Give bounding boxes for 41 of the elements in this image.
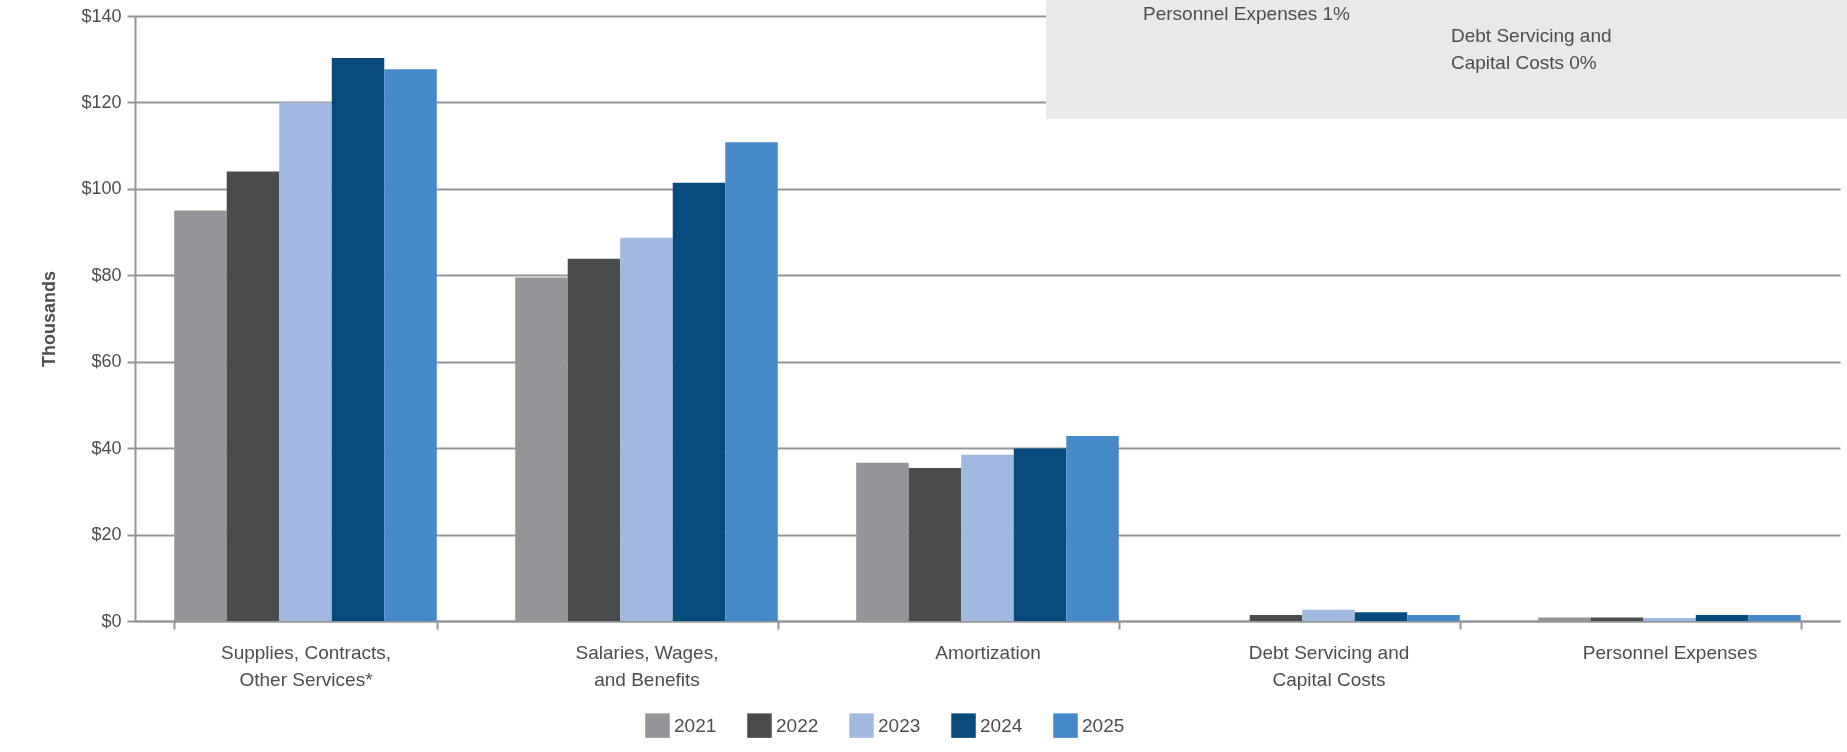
y-tick-label: $100 xyxy=(81,178,122,199)
bar xyxy=(961,454,1014,621)
bar xyxy=(1695,614,1749,621)
legend-label: 2023 xyxy=(878,714,921,736)
bar xyxy=(1066,436,1119,621)
y-tick-label: $0 xyxy=(101,610,122,631)
x-tick-label: Debt Servicing and Capital Costs xyxy=(1248,641,1410,690)
y-tick-label: $20 xyxy=(91,524,122,545)
x-tick-label: Supplies, Contracts, Other Services* xyxy=(220,641,392,690)
y-tick-label: $60 xyxy=(91,351,122,372)
annotation: Personnel Expenses 1% xyxy=(1143,2,1351,26)
legend-label: 2021 xyxy=(674,714,717,736)
bar xyxy=(279,102,332,621)
legend-label: 2024 xyxy=(980,714,1023,736)
y-tick-label: $40 xyxy=(91,437,122,458)
bar xyxy=(1013,448,1067,621)
bar xyxy=(725,142,778,621)
bar xyxy=(1302,609,1355,621)
bar xyxy=(1748,614,1801,621)
bar xyxy=(567,258,621,621)
bar xyxy=(1643,617,1696,621)
x-tick-label: Amortization xyxy=(935,641,1041,663)
bar xyxy=(331,57,385,621)
inset-panel: Personnel Expenses 1% Debt Servicing and Capital Costs 0% xyxy=(1046,0,1847,119)
y-axis-title: Thousands xyxy=(39,270,60,368)
bar xyxy=(1354,612,1408,621)
bar xyxy=(226,171,280,621)
x-tick-label: Salaries, Wages, and Benefits xyxy=(575,641,719,690)
bar xyxy=(384,69,437,621)
y-tick-label: $120 xyxy=(81,91,122,112)
bar xyxy=(672,182,726,621)
legend-label: 2025 xyxy=(1082,714,1125,736)
bar xyxy=(1407,614,1460,621)
annotation: Debt Servicing and Capital Costs 0% xyxy=(1451,24,1612,75)
bar xyxy=(908,468,962,621)
bar xyxy=(1249,614,1303,621)
legend-label: 2022 xyxy=(776,714,819,736)
bar xyxy=(620,237,673,621)
y-tick-label: $80 xyxy=(91,264,122,285)
x-tick-label: Personnel Expenses xyxy=(1582,641,1758,663)
y-tick-label: $140 xyxy=(81,5,122,26)
